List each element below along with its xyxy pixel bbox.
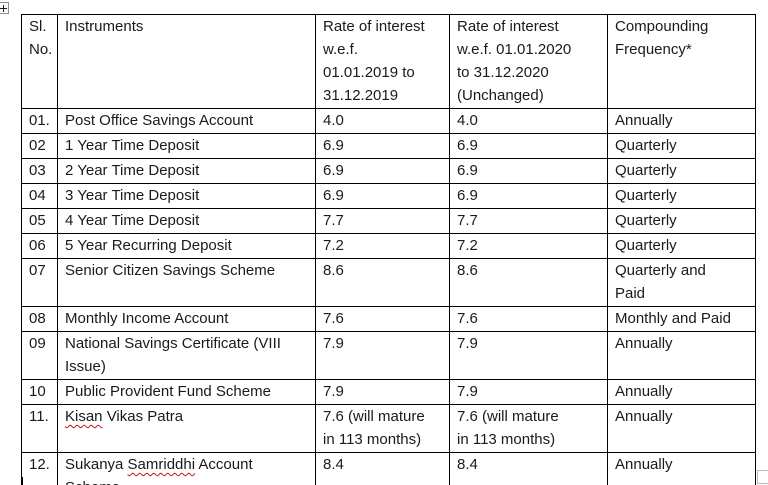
instrument-text: Account Scheme bbox=[65, 456, 253, 485]
cell-instrument[interactable]: 1 Year Time Deposit bbox=[57, 133, 316, 159]
cell-rate-2019[interactable]: 4.0 bbox=[315, 108, 450, 134]
misspelled-word: Kisan bbox=[65, 408, 103, 425]
table-move-handle-icon[interactable] bbox=[0, 2, 9, 14]
instrument-text: 2 Year Time Deposit bbox=[65, 162, 200, 179]
cell-frequency[interactable]: Quarterly bbox=[607, 233, 756, 259]
cell-rate-2020[interactable]: 7.6 (will mature in 113 months) bbox=[449, 404, 608, 453]
cell-frequency[interactable]: Annually bbox=[607, 404, 756, 453]
cell-sl-no[interactable]: 05 bbox=[21, 208, 58, 234]
header-rate-2020[interactable]: Rate of interest w.e.f. 01.01.2020 to 31… bbox=[449, 14, 608, 109]
header-instruments[interactable]: Instruments bbox=[57, 14, 316, 109]
cell-frequency[interactable]: Quarterly and Paid bbox=[607, 258, 756, 307]
misspelled-word: Samriddhi bbox=[127, 456, 196, 473]
table-row: 10 Public Provident Fund Scheme 7.9 7.9 … bbox=[21, 379, 756, 405]
cell-instrument[interactable]: Monthly Income Account bbox=[57, 306, 316, 332]
instrument-text: 5 Year Recurring Deposit bbox=[65, 237, 232, 254]
cell-rate-2019[interactable]: 7.6 (will mature in 113 months) bbox=[315, 404, 450, 453]
cell-sl-no[interactable]: 01. bbox=[21, 108, 58, 134]
cell-frequency[interactable]: Annually bbox=[607, 108, 756, 134]
cell-rate-2019[interactable]: 6.9 bbox=[315, 158, 450, 184]
cell-rate-2019[interactable]: 7.6 bbox=[315, 306, 450, 332]
cell-sl-no[interactable]: 03 bbox=[21, 158, 58, 184]
cell-rate-2020[interactable]: 7.7 bbox=[449, 208, 608, 234]
cell-sl-no[interactable]: 07 bbox=[21, 258, 58, 307]
instrument-text: 3 Year Time Deposit bbox=[65, 187, 200, 204]
cell-instrument[interactable]: Senior Citizen Savings Scheme bbox=[57, 258, 316, 307]
cell-rate-2020[interactable]: 8.4 bbox=[449, 452, 608, 485]
cell-instrument[interactable]: Public Provident Fund Scheme bbox=[57, 379, 316, 405]
table-body: 01. Post Office Savings Account 4.0 4.0 … bbox=[21, 108, 756, 485]
cell-rate-2020[interactable]: 7.6 bbox=[449, 306, 608, 332]
cell-rate-2019[interactable]: 8.4 bbox=[315, 452, 450, 485]
cell-rate-2020[interactable]: 7.9 bbox=[449, 331, 608, 380]
cell-frequency[interactable]: Annually bbox=[607, 452, 756, 485]
cell-frequency[interactable]: Annually bbox=[607, 331, 756, 380]
cell-frequency[interactable]: Quarterly bbox=[607, 208, 756, 234]
cell-sl-no[interactable]: 09 bbox=[21, 331, 58, 380]
cell-rate-2020[interactable]: 6.9 bbox=[449, 133, 608, 159]
instrument-text: 4 Year Time Deposit bbox=[65, 212, 200, 229]
instrument-text: Monthly Income Account bbox=[65, 310, 229, 327]
table-row: 03 2 Year Time Deposit 6.9 6.9 Quarterly bbox=[21, 158, 756, 184]
cell-sl-no[interactable]: 08 bbox=[21, 306, 58, 332]
cell-instrument[interactable]: 4 Year Time Deposit bbox=[57, 208, 316, 234]
instrument-text: 1 Year Time Deposit bbox=[65, 137, 200, 154]
header-compounding[interactable]: Compounding Frequency* bbox=[607, 14, 756, 109]
table-row: 06 5 Year Recurring Deposit 7.2 7.2 Quar… bbox=[21, 233, 756, 259]
table-row: 04 3 Year Time Deposit 6.9 6.9 Quarterly bbox=[21, 183, 756, 209]
cell-rate-2020[interactable]: 7.2 bbox=[449, 233, 608, 259]
cell-frequency[interactable]: Quarterly bbox=[607, 133, 756, 159]
cell-sl-no[interactable]: 06 bbox=[21, 233, 58, 259]
table-row: 01. Post Office Savings Account 4.0 4.0 … bbox=[21, 108, 756, 134]
cell-sl-no[interactable]: 12. bbox=[21, 452, 58, 485]
instrument-text: Sukanya bbox=[65, 456, 128, 473]
instrument-text: Public Provident Fund Scheme bbox=[65, 383, 271, 400]
instrument-text: National Savings Certificate (VIII Issue… bbox=[65, 335, 281, 375]
table-resize-handle[interactable] bbox=[757, 470, 768, 484]
cell-rate-2020[interactable]: 6.9 bbox=[449, 158, 608, 184]
table-row: 02 1 Year Time Deposit 6.9 6.9 Quarterly bbox=[21, 133, 756, 159]
cell-sl-no[interactable]: 02 bbox=[21, 133, 58, 159]
cell-rate-2020[interactable]: 7.9 bbox=[449, 379, 608, 405]
cell-sl-no[interactable]: 10 bbox=[21, 379, 58, 405]
header-sl-no[interactable]: Sl. No. bbox=[21, 14, 58, 109]
cell-frequency[interactable]: Monthly and Paid bbox=[607, 306, 756, 332]
cell-rate-2019[interactable]: 7.9 bbox=[315, 331, 450, 380]
cell-rate-2019[interactable]: 6.9 bbox=[315, 183, 450, 209]
cell-instrument[interactable]: National Savings Certificate (VIII Issue… bbox=[57, 331, 316, 380]
cell-sl-no[interactable]: 04 bbox=[21, 183, 58, 209]
table-row: 05 4 Year Time Deposit 7.7 7.7 Quarterly bbox=[21, 208, 756, 234]
interest-rates-table: Sl. No. Instruments Rate of interest w.e… bbox=[21, 14, 756, 485]
table-row: 11. Kisan Vikas Patra 7.6 (will mature i… bbox=[21, 404, 756, 453]
text-cursor bbox=[22, 477, 23, 485]
cell-rate-2019[interactable]: 7.2 bbox=[315, 233, 450, 259]
cell-sl-no[interactable]: 11. bbox=[21, 404, 58, 453]
table-row: 09 National Savings Certificate (VIII Is… bbox=[21, 331, 756, 380]
table-row: 12. Sukanya Samriddhi Account Scheme 8.4… bbox=[21, 452, 756, 485]
cell-rate-2019[interactable]: 6.9 bbox=[315, 133, 450, 159]
cell-rate-2020[interactable]: 4.0 bbox=[449, 108, 608, 134]
instrument-text: Post Office Savings Account bbox=[65, 112, 254, 129]
cell-instrument[interactable]: 3 Year Time Deposit bbox=[57, 183, 316, 209]
table-row: 08 Monthly Income Account 7.6 7.6 Monthl… bbox=[21, 306, 756, 332]
header-row: Sl. No. Instruments Rate of interest w.e… bbox=[21, 14, 756, 109]
cell-instrument[interactable]: 5 Year Recurring Deposit bbox=[57, 233, 316, 259]
cell-instrument[interactable]: Post Office Savings Account bbox=[57, 108, 316, 134]
cell-rate-2019[interactable]: 7.7 bbox=[315, 208, 450, 234]
cell-frequency[interactable]: Quarterly bbox=[607, 183, 756, 209]
header-rate-2019[interactable]: Rate of interest w.e.f. 01.01.2019 to 31… bbox=[315, 14, 450, 109]
cell-rate-2019[interactable]: 8.6 bbox=[315, 258, 450, 307]
cell-rate-2019[interactable]: 7.9 bbox=[315, 379, 450, 405]
cell-instrument[interactable]: Kisan Vikas Patra bbox=[57, 404, 316, 453]
cell-instrument[interactable]: Sukanya Samriddhi Account Scheme bbox=[57, 452, 316, 485]
cell-frequency[interactable]: Quarterly bbox=[607, 158, 756, 184]
cell-rate-2020[interactable]: 8.6 bbox=[449, 258, 608, 307]
table-row: 07 Senior Citizen Savings Scheme 8.6 8.6… bbox=[21, 258, 756, 307]
instrument-text: Senior Citizen Savings Scheme bbox=[65, 262, 276, 279]
cell-frequency[interactable]: Annually bbox=[607, 379, 756, 405]
cell-rate-2020[interactable]: 6.9 bbox=[449, 183, 608, 209]
cell-instrument[interactable]: 2 Year Time Deposit bbox=[57, 158, 316, 184]
instrument-text: Vikas Patra bbox=[102, 408, 184, 425]
